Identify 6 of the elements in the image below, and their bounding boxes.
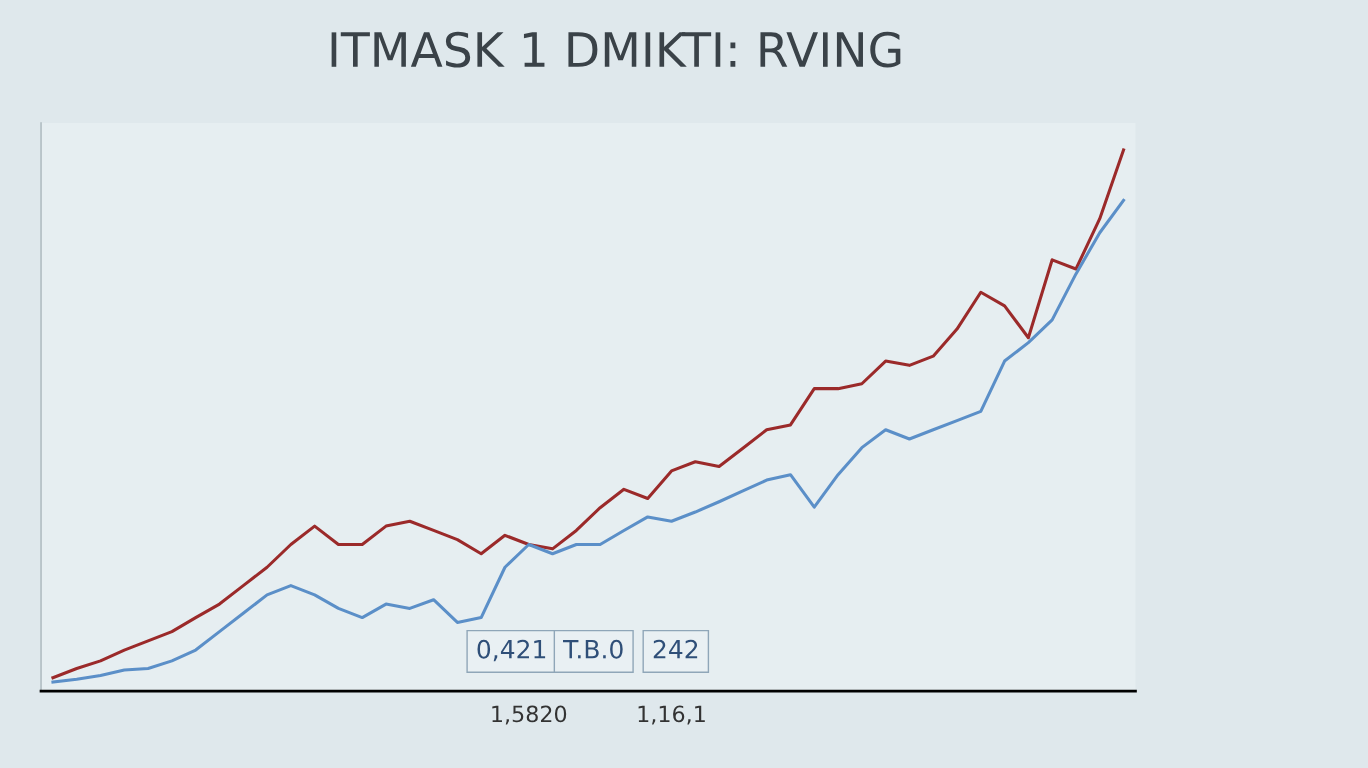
chart-title: ITMASK 1 DMIKTI: RVING	[331, 31, 901, 68]
x-tick-label: 1,16,1	[638, 705, 705, 725]
annotation: T.B.0	[563, 639, 623, 659]
x-tick-label: 1,5820	[492, 705, 567, 725]
annotation: 0,421	[477, 639, 546, 662]
annotation: 242	[653, 639, 698, 659]
